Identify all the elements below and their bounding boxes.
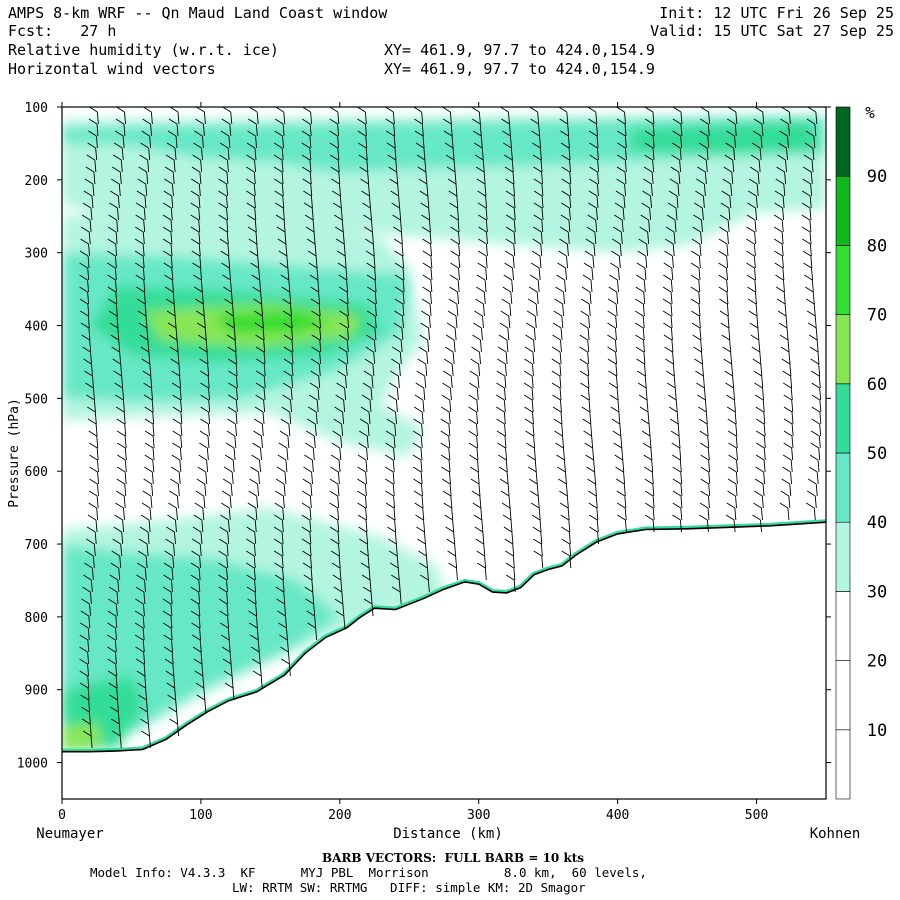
barb-column — [162, 107, 183, 737]
terrain-mask — [62, 519, 826, 799]
axes: 100 200 300 400 500 600 700 800 900 1000 0 100 200 30… — [17, 101, 831, 823]
colorbar-swatch — [835, 245, 851, 315]
colorbar-swatch — [835, 521, 851, 592]
colorbar-swatch — [835, 383, 851, 454]
cross-section-xy-2: XY= 461.9, 97.7 to 424.0,154.9 — [384, 60, 655, 78]
colorbar-tick-label: 70 — [867, 306, 887, 326]
colorbar-tick-label: 30 — [867, 582, 887, 602]
barb-column — [440, 107, 461, 581]
barb-column — [79, 107, 100, 749]
terrain-fill — [62, 522, 826, 799]
y-tick-label: 1000 — [17, 757, 48, 772]
x-tick-label: 0 — [58, 808, 66, 823]
barb-column — [246, 107, 266, 689]
colorbar-tick-label: 40 — [867, 513, 887, 533]
rh-band-sfc-60 — [62, 722, 104, 752]
y-tick-label: 400 — [25, 320, 48, 335]
colorbar-swatch — [835, 314, 851, 385]
barb-column — [634, 107, 655, 533]
x-axis-label: Distance (km) — [393, 826, 503, 842]
y-tick-label: 700 — [25, 538, 48, 553]
y-tick-label: 500 — [25, 392, 48, 407]
barb-column — [468, 107, 488, 581]
x-tick-label: 200 — [328, 808, 351, 823]
colorbar: 10 20 30 40 50 60 70 80 90% — [835, 103, 887, 800]
y-axis-label: Pressure (hPa) — [7, 398, 22, 508]
barb-column — [218, 107, 238, 701]
wind-barbs — [79, 107, 822, 749]
barb-legend: BARB VECTORS: FULL BARB = 10 kts — [322, 851, 585, 865]
barb-column — [690, 107, 711, 533]
barb-column — [607, 107, 627, 533]
terrain-line — [62, 521, 826, 753]
left-endpoint-label: Neumayer — [36, 826, 103, 842]
y-tick-label: 300 — [25, 247, 48, 262]
forecast-hour: Fcst: 27 h — [8, 22, 117, 40]
colorbar-tick-label: 50 — [867, 444, 887, 464]
rh-band-jet-50 — [631, 121, 820, 155]
barb-column — [273, 107, 294, 677]
colorbar-tick-label: 80 — [867, 236, 887, 256]
y-tick-label: 600 — [25, 465, 48, 480]
barb-column — [801, 107, 822, 521]
plot-frame — [61, 106, 827, 800]
colorbar-tick-label: 60 — [867, 375, 887, 395]
right-endpoint-label: Kohnen — [810, 826, 861, 842]
y-tick-label: 200 — [25, 174, 48, 189]
x-tick-label: 500 — [745, 808, 768, 823]
barb-column — [662, 107, 683, 533]
barb-column — [496, 107, 516, 593]
barb-column — [329, 107, 350, 629]
barb-column — [384, 107, 405, 605]
colorbar-tick-label: 90 — [867, 167, 887, 187]
barb-column — [107, 107, 127, 749]
x-tick-label: 400 — [606, 808, 629, 823]
x-tick-label: 300 — [467, 808, 490, 823]
barb-column — [718, 107, 738, 533]
colorbar-tick-label: 20 — [867, 652, 887, 672]
colorbar-tick-label: 10 — [867, 721, 887, 741]
barb-column — [579, 107, 600, 545]
barb-column — [357, 107, 377, 617]
barb-column — [746, 107, 766, 533]
field-label-wind: Horizontal wind vectors — [8, 60, 216, 78]
barb-column — [301, 107, 322, 641]
barb-column — [134, 107, 155, 749]
chart-title: AMPS 8-km WRF -- Qn Maud Land Coast wind… — [8, 4, 388, 22]
barb-column — [190, 107, 211, 713]
colorbar-swatch — [835, 452, 851, 523]
colorbar-swatch — [835, 591, 851, 661]
field-label-rh: Relative humidity (w.r.t. ice) — [8, 41, 279, 59]
valid-time: Valid: 15 UTC Sat 27 Sep 25 — [650, 22, 894, 40]
barb-column — [412, 107, 433, 593]
barb-column — [551, 107, 572, 569]
colorbar-swatch — [835, 729, 851, 800]
x-tick-label: 100 — [189, 808, 212, 823]
init-time: Init: 12 UTC Fri 26 Sep 25 — [659, 4, 894, 22]
colorbar-swatch — [835, 106, 851, 177]
y-tick-label: 100 — [25, 101, 48, 116]
model-info-line2: LW: RRTM SW: RRTMG DIFF: simple KM: 2D S… — [232, 880, 586, 895]
model-info-line1: Model Info: V4.3.3 KF MYJ PBL Morrison 8… — [90, 865, 647, 880]
barb-column — [773, 107, 794, 521]
rh-band-core-70 — [214, 311, 333, 333]
barb-column — [523, 107, 544, 569]
y-tick-label: 800 — [25, 611, 48, 626]
colorbar-swatch — [835, 175, 851, 246]
colorbar-unit: % — [865, 103, 875, 122]
colorbar-swatch — [835, 660, 851, 731]
y-tick-label: 900 — [25, 684, 48, 699]
cross-section-xy-1: XY= 461.9, 97.7 to 424.0,154.9 — [384, 41, 655, 59]
